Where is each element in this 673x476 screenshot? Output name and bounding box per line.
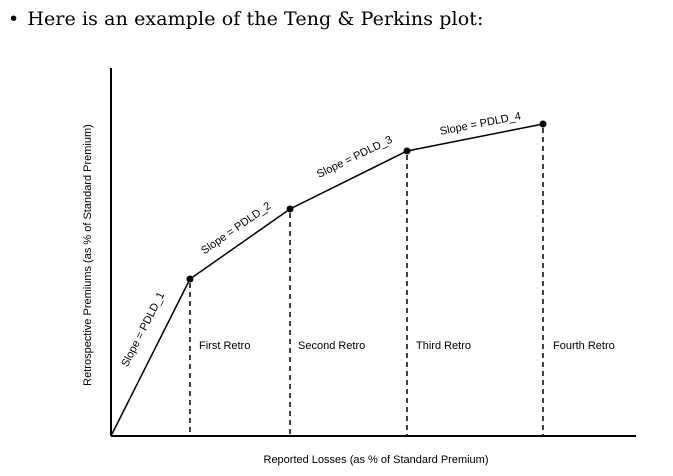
bullet-text: Here is an example of the Teng & Perkins… <box>27 8 484 30</box>
breakpoint-1 <box>186 275 194 283</box>
breakpoint-3 <box>403 147 411 155</box>
bullet-text-line: • Here is an example of the Teng & Perkin… <box>8 8 483 30</box>
breakpoint-4 <box>539 120 547 128</box>
segment-label-fourth-retro: Fourth Retro <box>553 340 615 352</box>
slope-label-4: Slope = PDLD_4 <box>439 110 522 137</box>
segment-label-second-retro: Second Retro <box>298 340 365 352</box>
segment-label-first-retro: First Retro <box>199 340 250 352</box>
y-axis-title: Retrospective Premiums (as % of Standard… <box>82 124 94 386</box>
segment-label-third-retro: Third Retro <box>416 340 471 352</box>
slope-label-1: Slope = PDLD_1 <box>119 290 167 369</box>
x-axis-title: Reported Losses (as % of Standard Premiu… <box>264 454 489 466</box>
slope-label-3: Slope = PDLD_3 <box>315 134 394 181</box>
breakpoint-2 <box>286 205 294 213</box>
bullet-point: • <box>8 8 20 30</box>
